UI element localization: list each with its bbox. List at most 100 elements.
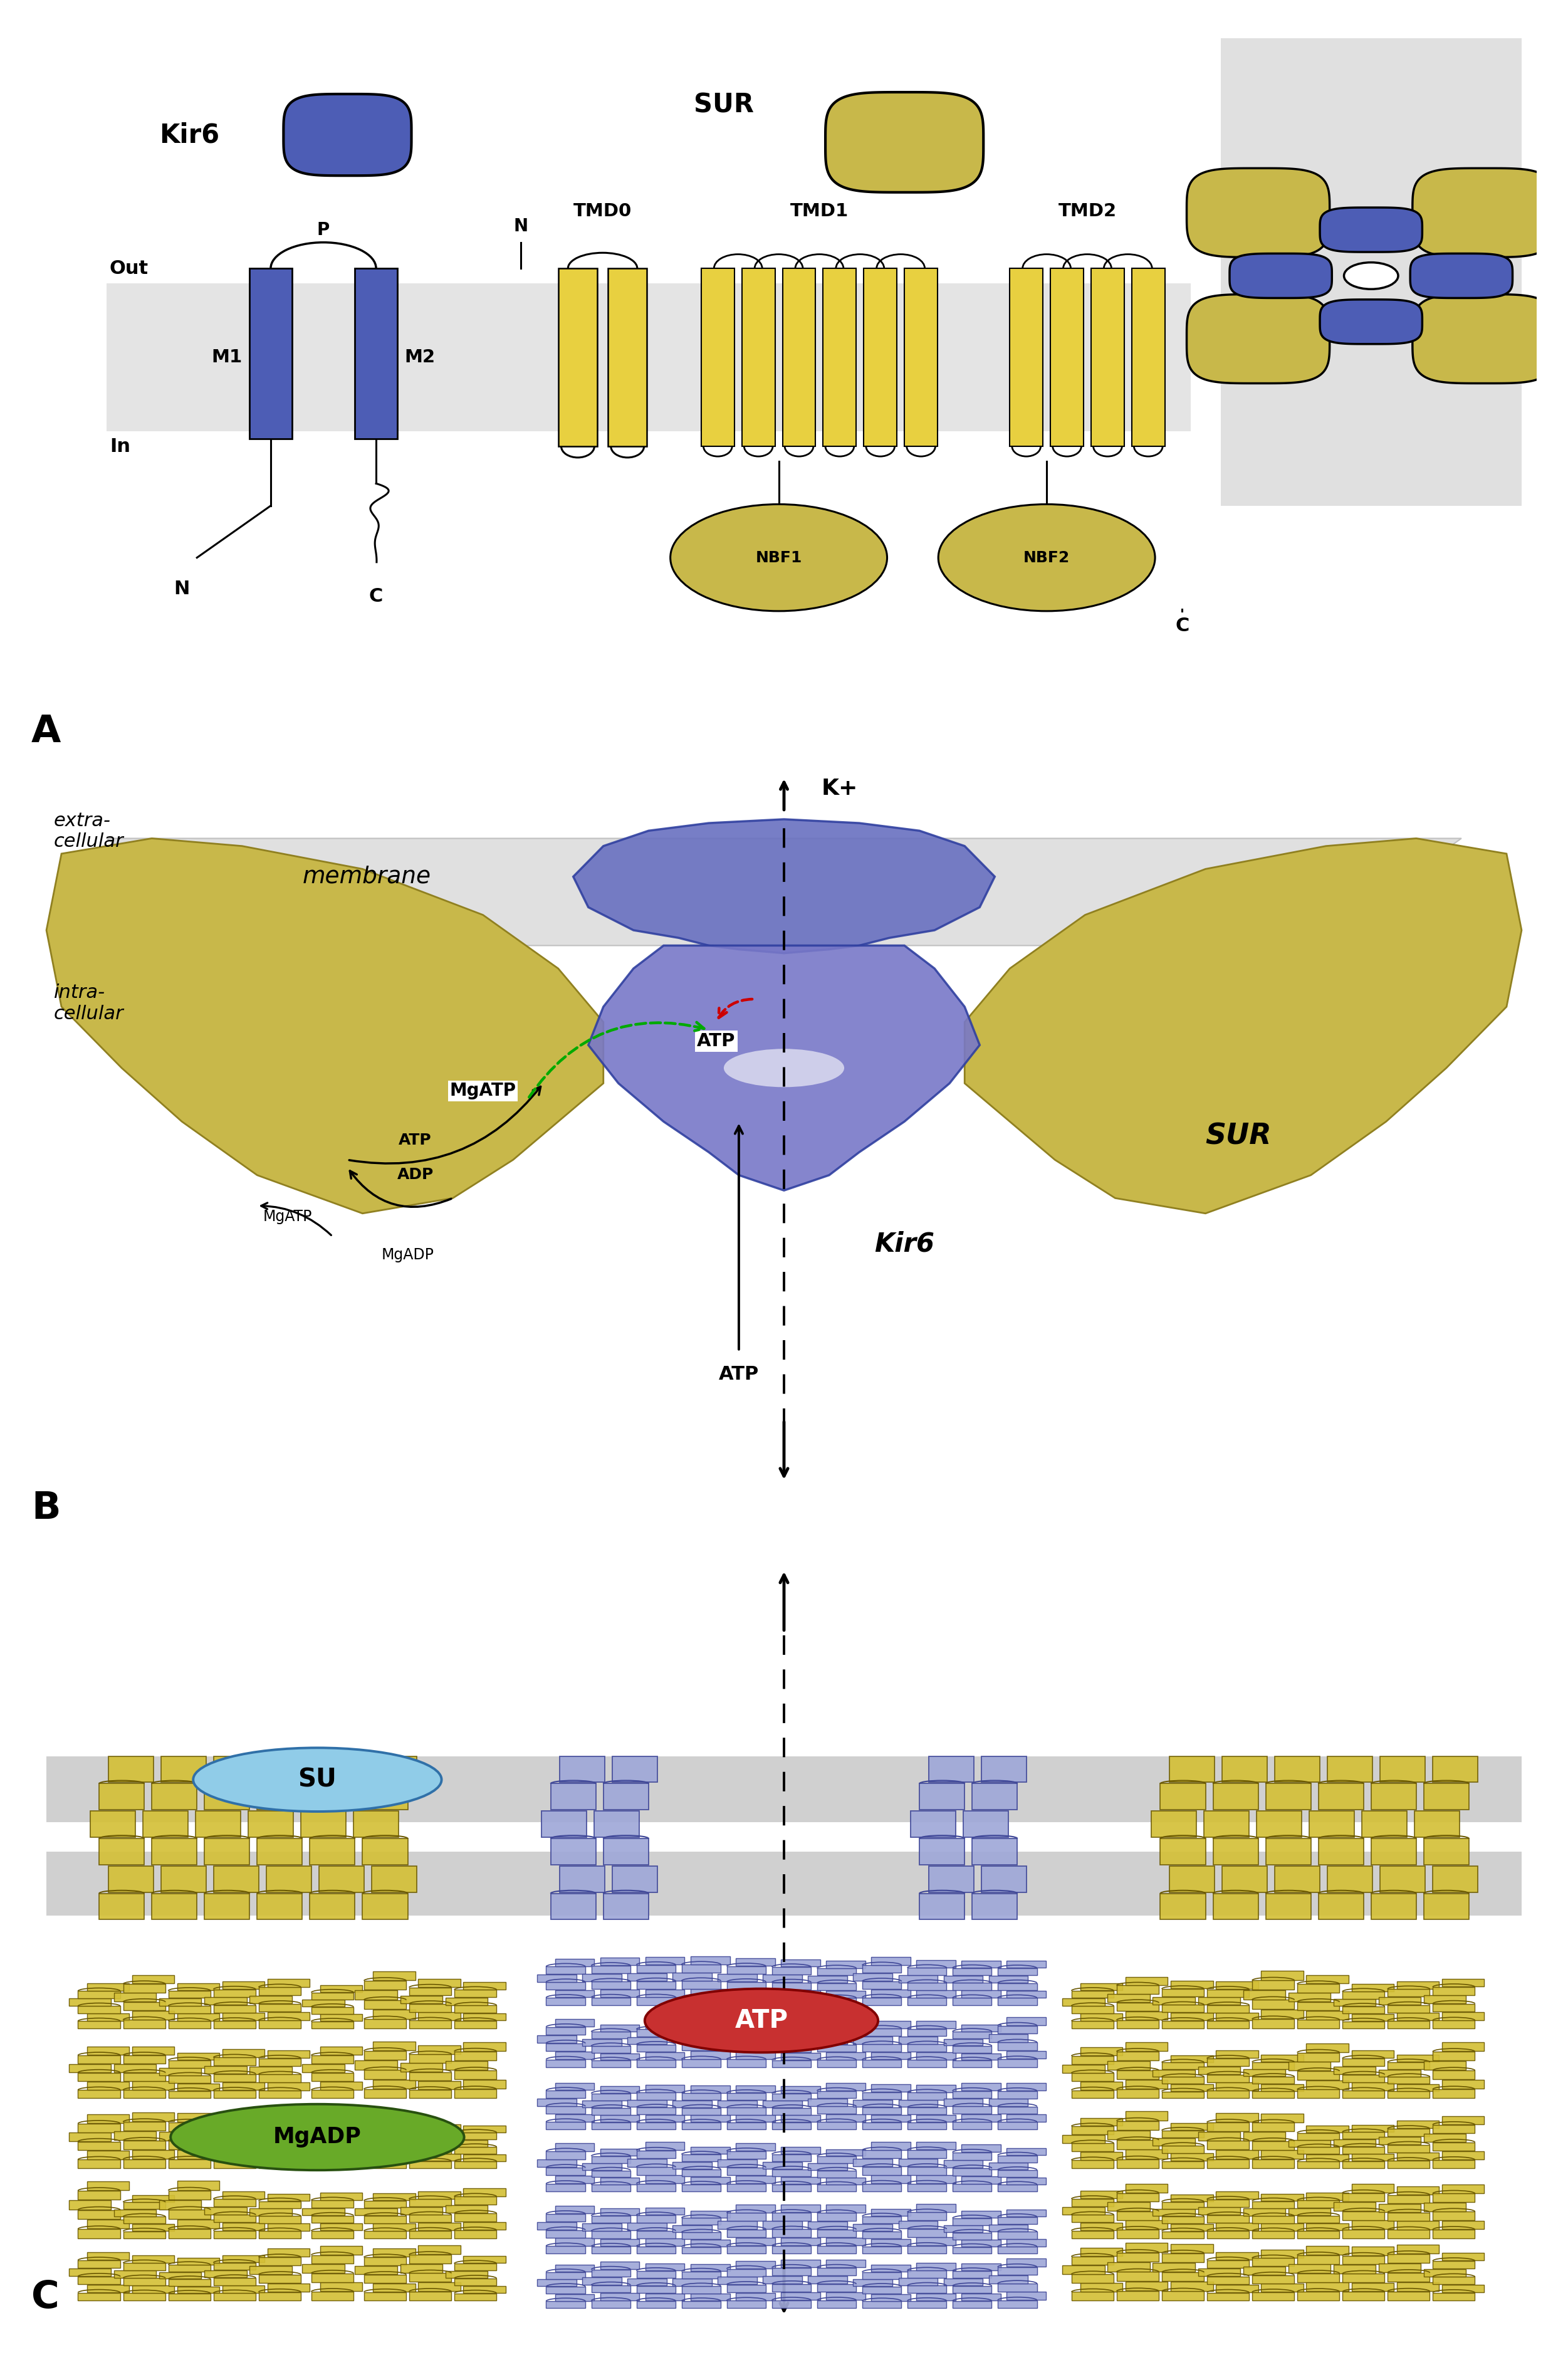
Bar (1071, 2275, 1113, 2282)
Bar (728, 1997, 765, 2004)
Bar (464, 2155, 505, 2162)
Bar (259, 2256, 301, 2266)
Bar (1162, 2091, 1204, 2098)
Bar (373, 2223, 416, 2230)
Bar (817, 2122, 856, 2129)
Bar (1297, 2054, 1339, 2061)
Bar (1217, 2223, 1258, 2230)
Bar (898, 2101, 938, 2108)
Bar (259, 2004, 301, 2011)
Bar (997, 2301, 1036, 2308)
Bar (1162, 2077, 1204, 2084)
Bar (312, 2056, 353, 2063)
Bar (673, 1973, 712, 1981)
Bar (455, 2263, 497, 2270)
Bar (771, 2094, 811, 2101)
Bar (78, 2072, 121, 2082)
Bar (303, 1999, 345, 2006)
Bar (963, 1811, 1008, 1837)
Bar (997, 2122, 1036, 2129)
Bar (132, 2287, 174, 2294)
Bar (1207, 2216, 1250, 2223)
Bar (1253, 2018, 1294, 2028)
Bar (916, 2115, 955, 2122)
Bar (781, 2054, 820, 2061)
Bar (1063, 2266, 1104, 2275)
Bar (1388, 2077, 1430, 2084)
Bar (582, 2277, 621, 2284)
Bar (143, 1811, 188, 1837)
Bar (455, 2214, 497, 2221)
Bar (627, 2223, 666, 2230)
Bar (1397, 2084, 1439, 2091)
Bar (826, 2150, 866, 2155)
Bar (637, 2108, 676, 2115)
Bar (637, 1997, 676, 2004)
Bar (538, 2160, 577, 2167)
Bar (373, 2124, 416, 2131)
Bar (1297, 2002, 1339, 2011)
Bar (353, 1811, 398, 1837)
Bar (1424, 1783, 1469, 1809)
Bar (908, 2301, 947, 2308)
Bar (168, 2280, 210, 2287)
Bar (953, 2122, 991, 2129)
Bar (1306, 2127, 1348, 2134)
Bar (953, 2061, 991, 2068)
Text: A: A (31, 714, 61, 751)
Bar (1352, 1985, 1394, 1992)
Bar (862, 2301, 902, 2308)
Bar (1116, 2141, 1159, 2150)
Bar (409, 2145, 452, 2152)
Text: MgATP: MgATP (263, 1208, 312, 1225)
Bar (320, 2247, 362, 2254)
Bar (781, 2148, 820, 2155)
Bar (177, 2084, 220, 2091)
Bar (637, 2216, 676, 2223)
Bar (320, 1985, 362, 1992)
Bar (99, 1893, 144, 1919)
Bar (826, 2237, 866, 2247)
Bar (1388, 2254, 1430, 2263)
Bar (682, 1997, 721, 2004)
Bar (364, 2230, 406, 2237)
Text: MgATP: MgATP (450, 1083, 516, 1100)
Bar (132, 2011, 174, 2018)
Bar (919, 1839, 964, 1865)
Bar (601, 2115, 640, 2122)
Bar (464, 2124, 505, 2131)
Bar (916, 2141, 955, 2150)
Bar (88, 2014, 129, 2021)
Bar (905, 268, 938, 447)
Bar (409, 2214, 452, 2223)
Bar (916, 2204, 955, 2211)
Bar (124, 2263, 165, 2270)
Bar (771, 2185, 811, 2193)
Bar (1443, 2011, 1483, 2021)
Bar (168, 2122, 210, 2131)
Bar (919, 1893, 964, 1919)
Bar (464, 2014, 505, 2021)
Bar (223, 2082, 265, 2089)
Text: TMD2: TMD2 (1058, 203, 1116, 219)
Bar (1207, 2004, 1250, 2014)
Bar (1214, 1783, 1258, 1809)
Bar (257, 1839, 303, 1865)
Bar (690, 2263, 729, 2270)
Bar (1071, 2230, 1113, 2237)
Bar (817, 1983, 856, 1990)
Bar (735, 2115, 775, 2122)
Bar (771, 2122, 811, 2129)
Bar (646, 2021, 685, 2030)
Bar (204, 2065, 246, 2072)
Bar (781, 1959, 820, 1966)
Bar (718, 1973, 757, 1981)
Bar (1424, 2061, 1466, 2070)
Bar (373, 2079, 416, 2089)
Bar (1116, 2230, 1159, 2237)
Bar (259, 2202, 301, 2209)
Bar (320, 2082, 362, 2089)
Bar (1162, 2131, 1204, 2138)
Bar (1162, 2145, 1204, 2152)
Bar (781, 2237, 820, 2244)
